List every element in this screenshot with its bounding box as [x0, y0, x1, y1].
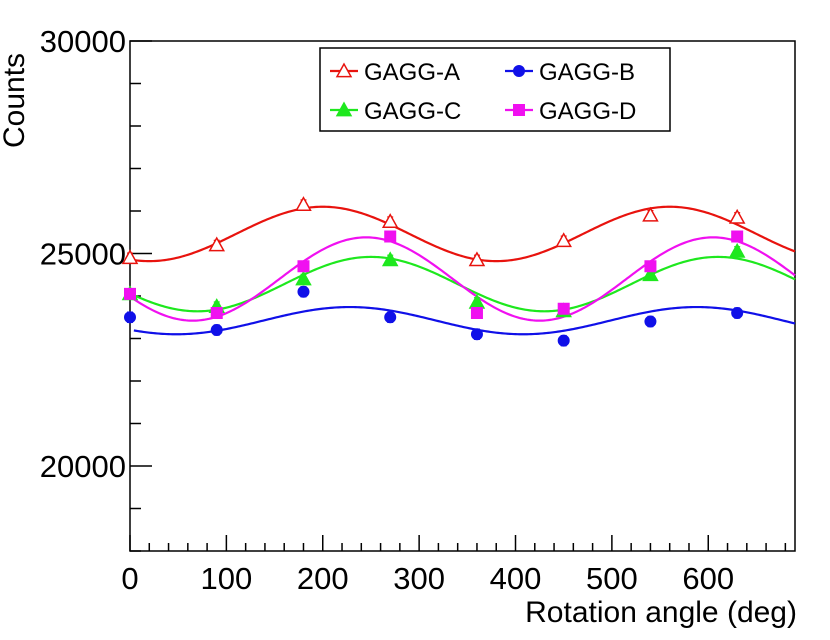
point-marker: [295, 270, 312, 286]
y-tick-label: 30000: [40, 24, 126, 59]
data-point-gagg-a: [555, 232, 572, 248]
data-point-gagg-d: [644, 260, 657, 273]
y-tick-label: 25000: [40, 237, 126, 272]
point-marker: [468, 251, 486, 267]
legend-item-gagg-b: GAGG-B: [505, 59, 635, 86]
point-marker: [295, 196, 312, 211]
point-marker: [468, 293, 486, 309]
data-point-gagg-b: [210, 324, 223, 336]
data-point-gagg-d: [124, 287, 136, 300]
x-tick-label: 600: [682, 561, 734, 596]
data-point-gagg-a: [381, 213, 399, 228]
point-marker: [557, 334, 570, 347]
x-axis-title: Rotation angle (deg): [525, 596, 797, 629]
data-points: [121, 196, 746, 347]
data-point-gagg-c: [728, 242, 746, 258]
x-tick-label: 300: [393, 561, 445, 596]
point-marker: [644, 260, 657, 273]
point-marker: [728, 242, 746, 258]
x-tick-label: 400: [490, 561, 542, 596]
data-point-gagg-b: [731, 307, 744, 319]
point-marker: [731, 307, 744, 319]
fit-curves: [133, 205, 796, 336]
fit-curve-gagg-b: [133, 305, 796, 336]
point-marker: [470, 307, 483, 319]
y-axis-title: Counts: [0, 53, 31, 148]
x-tick-label: 500: [586, 561, 638, 596]
point-marker: [124, 311, 136, 324]
point-marker: [557, 302, 570, 315]
x-tick-label: 100: [201, 561, 253, 596]
legend-items: GAGG-A GAGG-B GAGG-C GAGG-D: [330, 59, 636, 125]
point-marker: [210, 324, 223, 336]
point-marker: [642, 206, 659, 222]
legend-label: GAGG-C: [364, 98, 461, 125]
legend-label: GAGG-A: [364, 59, 460, 86]
fit-curve-gagg-d: [133, 236, 796, 322]
legend-item-gagg-d: GAGG-D: [505, 98, 636, 125]
legend-marker: [513, 104, 525, 116]
data-point-gagg-d: [384, 230, 397, 243]
tick-labels: 0 100 200 300 400 500 600 20000 25000 30000: [40, 24, 734, 596]
legend-marker: [335, 101, 353, 117]
legend-item-gagg-a: GAGG-A: [330, 59, 460, 86]
data-point-gagg-b: [297, 285, 310, 298]
data-point-gagg-b: [124, 311, 136, 324]
point-marker: [208, 236, 226, 252]
fit-curve-gagg-a: [133, 205, 796, 263]
point-marker: [381, 213, 399, 228]
point-marker: [121, 249, 139, 265]
legend: GAGG-A GAGG-B GAGG-C GAGG-D: [319, 47, 671, 132]
point-marker: [381, 251, 399, 267]
data-point-gagg-d: [557, 302, 570, 315]
legend-label: GAGG-B: [539, 59, 635, 86]
legend-marker: [513, 65, 525, 77]
legend-item-gagg-c: GAGG-C: [330, 98, 461, 125]
legend-marker: [335, 62, 353, 78]
data-point-gagg-d: [470, 307, 483, 319]
point-marker: [297, 260, 310, 273]
axis-ticks: [129, 40, 787, 552]
x-tick-label: 0: [121, 561, 138, 596]
point-marker: [297, 285, 310, 298]
data-point-gagg-a: [642, 206, 659, 222]
point-marker: [470, 328, 483, 341]
data-point-gagg-d: [297, 260, 310, 273]
point-marker: [555, 232, 572, 248]
point-marker: [642, 266, 659, 282]
data-point-gagg-b: [644, 315, 657, 328]
point-marker: [728, 208, 746, 224]
data-point-gagg-a: [728, 208, 746, 224]
data-point-gagg-a: [295, 196, 312, 211]
data-point-gagg-c: [295, 270, 312, 286]
legend-box: [319, 47, 671, 132]
point-marker: [384, 230, 397, 243]
legend-label: GAGG-D: [539, 98, 636, 125]
data-point-gagg-b: [384, 311, 397, 324]
y-tick-label: 20000: [40, 449, 126, 484]
x-tick-label: 200: [297, 561, 349, 596]
point-marker: [384, 311, 397, 324]
data-point-gagg-d: [210, 307, 223, 319]
data-point-gagg-d: [731, 230, 744, 243]
data-point-gagg-b: [470, 328, 483, 341]
data-point-gagg-c: [381, 251, 399, 267]
fit-curve-gagg-c: [133, 255, 796, 313]
data-point-gagg-a: [208, 236, 226, 252]
data-point-gagg-a: [121, 249, 139, 265]
point-marker: [124, 287, 136, 300]
point-marker: [210, 307, 223, 319]
point-marker: [731, 230, 744, 243]
data-point-gagg-a: [468, 251, 486, 267]
data-point-gagg-b: [557, 334, 570, 347]
point-marker: [644, 315, 657, 328]
data-point-gagg-c: [468, 293, 486, 309]
